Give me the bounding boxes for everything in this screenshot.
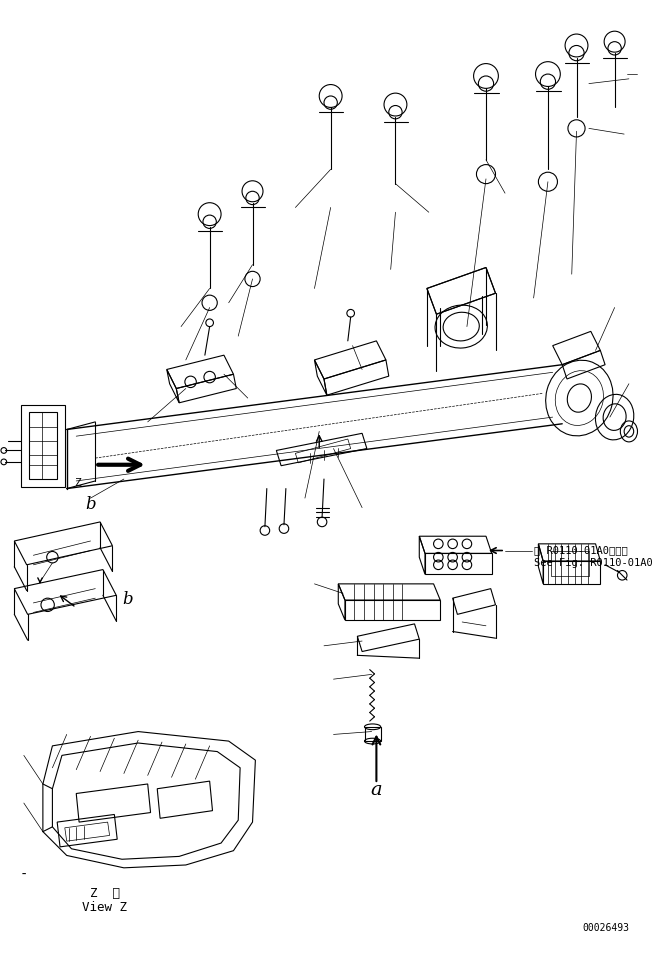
Text: -: -: [19, 867, 28, 880]
Text: a: a: [370, 779, 382, 798]
Text: Z  視: Z 視: [90, 886, 120, 899]
Text: See Fig. R0110-01A0: See Fig. R0110-01A0: [533, 557, 652, 568]
Text: 00026493: 00026493: [582, 922, 629, 932]
Text: b: b: [122, 590, 133, 607]
Text: View Z: View Z: [83, 899, 127, 913]
Text: 第 R0110-01A0図参照: 第 R0110-01A0図参照: [533, 544, 627, 554]
Text: b: b: [85, 495, 96, 512]
Text: Z: Z: [74, 478, 81, 487]
